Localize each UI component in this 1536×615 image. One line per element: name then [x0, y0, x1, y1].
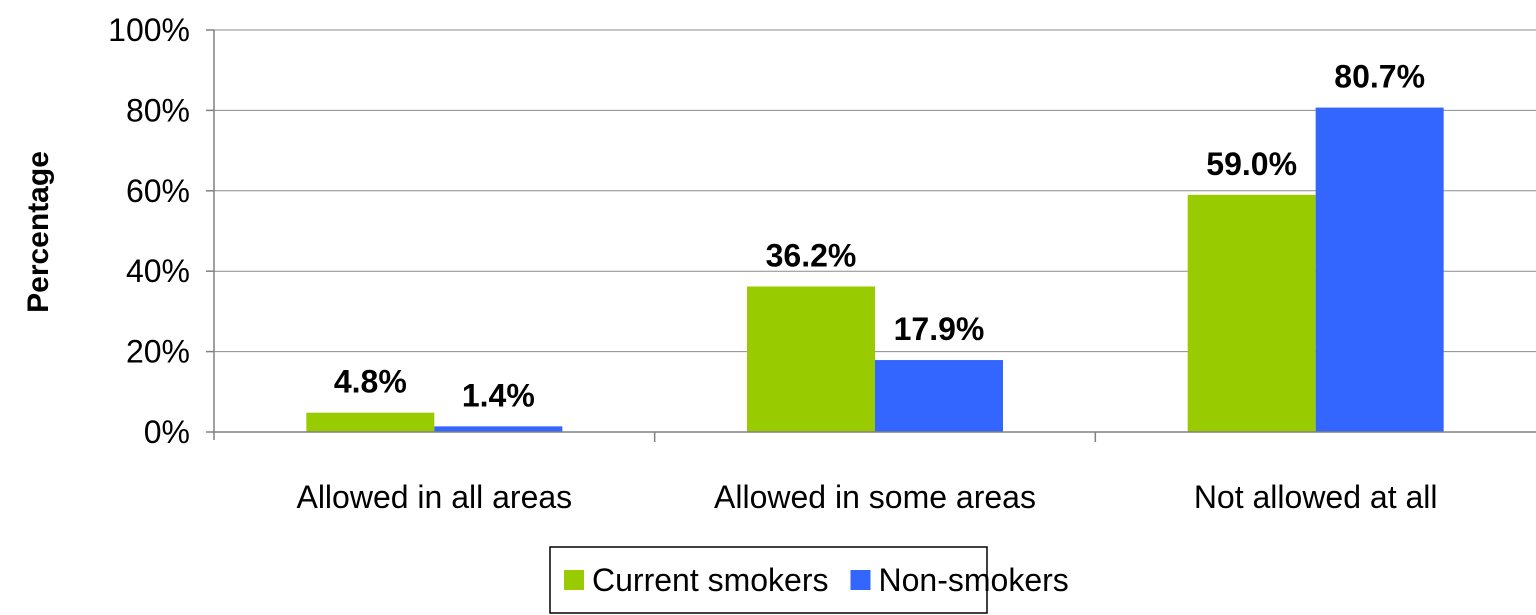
legend-swatch [850, 570, 871, 590]
y-tick-label: 20% [126, 334, 190, 370]
bar [875, 360, 1003, 432]
data-label: 36.2% [766, 237, 857, 273]
y-tick-label: 0% [144, 414, 190, 450]
data-label: 80.7% [1334, 59, 1425, 95]
legend-label: Current smokers [592, 562, 829, 598]
x-category-label: Not allowed at all [1194, 479, 1438, 515]
x-category-label: Allowed in all areas [296, 479, 572, 515]
y-tick-label: 40% [126, 253, 190, 289]
y-tick-label: 100% [108, 12, 190, 48]
data-label: 59.0% [1206, 146, 1297, 182]
bar [306, 412, 435, 432]
data-label: 17.9% [894, 311, 985, 347]
legend-label: Non-smokers [879, 562, 1069, 598]
y-axis-title: Percentage [22, 151, 55, 313]
bar [1315, 107, 1444, 432]
legend: Current smokers Non-smokers [549, 546, 1069, 614]
x-category-label: Allowed in some areas [714, 479, 1036, 515]
bar [747, 286, 875, 432]
axes [206, 29, 1536, 442]
bar [434, 426, 563, 432]
y-tick-label: 60% [126, 173, 190, 209]
data-label: 1.4% [462, 377, 535, 413]
y-tick-label: 80% [126, 92, 190, 128]
labels: 0% 20% 40% 60% 80% 100% 4.8% 1.4% Allowed in all… [108, 12, 1437, 515]
legend-swatch [564, 570, 584, 590]
bar [1187, 194, 1316, 432]
data-label: 4.8% [334, 364, 407, 400]
bars [306, 107, 1444, 432]
legend-box [549, 546, 988, 614]
